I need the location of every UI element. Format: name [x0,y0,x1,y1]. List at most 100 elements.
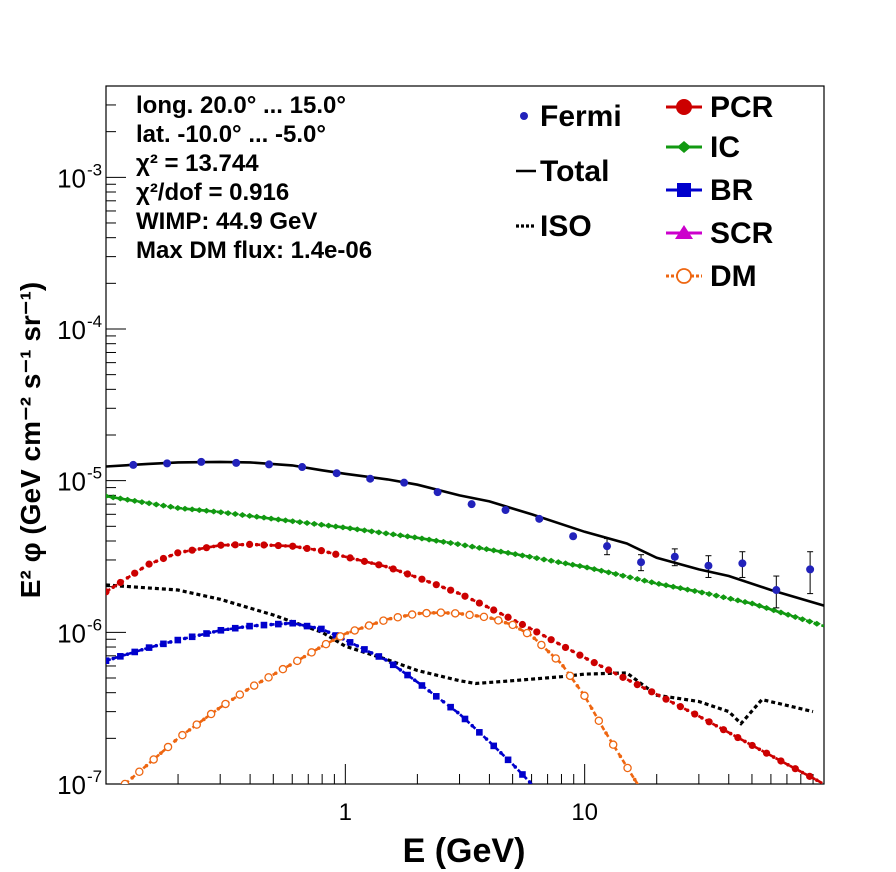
series-ic-marker [252,513,261,520]
series-pcr-dot [326,550,331,555]
series-br-marker [160,640,167,648]
series-br-marker [217,626,225,634]
fermi-data-point [433,488,442,497]
legend-ic-symbol [677,141,691,153]
y-tick-label: 10 [57,467,86,497]
series-pcr-marker [806,772,814,780]
y-tick-labels: 10-710-610-510-410-3 [57,160,102,800]
series-ic-marker [626,574,635,581]
series-br-dot [456,710,460,715]
series-ic-marker [755,602,764,609]
fermi-data-point [806,565,815,574]
series-ic-marker [245,512,254,519]
axis-ticks [105,85,814,785]
series-pcr-dot [714,723,719,728]
series-ic-marker [525,553,534,560]
series-dm-marker [594,716,604,726]
series-ic-marker [281,517,290,524]
series-pcr-marker [332,550,340,558]
series-pcr-dot [613,671,618,676]
series-br-marker [476,729,483,736]
series-pcr-marker [777,757,785,765]
series-pcr-marker [231,541,239,549]
series-ic-marker [482,546,491,553]
series-dm-marker [522,628,532,638]
series-dm-marker [163,742,173,752]
series-dm-marker [307,648,316,657]
series-pcr-marker [403,570,412,578]
series-pcr-dot [771,755,776,759]
series-dm-dot [632,777,637,782]
fermi-data-point [772,586,781,595]
series-pcr-dot [786,763,790,767]
series-dm-dot [460,612,465,616]
series-ic-marker [360,527,369,534]
legend-scr-label: SCR [710,217,774,250]
series-ic-marker [159,502,168,509]
series-pcr-dot [168,553,173,558]
series-pcr-marker [375,561,383,569]
legend-pcr-symbol [676,99,692,115]
series-pcr-marker [662,695,670,703]
series-dm-dot [345,631,350,635]
series-dm-dot [230,697,235,702]
series-ic-marker [583,564,592,571]
series-pcr-dot [183,549,187,554]
series-ic-marker [712,592,721,599]
series-br-dot [269,622,273,627]
x-tick-label: 1 [339,799,352,826]
legend-dm-symbol [676,268,692,284]
series-pcr-dot [140,566,144,571]
series-br-marker [447,703,454,711]
series-pcr-marker [106,588,110,596]
series-pcr-marker [246,540,254,549]
fermi-data-point [232,458,241,467]
series-dm-marker [264,673,273,682]
legend: Fermi Total ISO PCR IC BR SCR DM [516,91,774,293]
series-ic-marker [719,594,728,601]
series-pcr-marker [748,741,756,750]
y-tick-label: 10 [57,315,86,345]
series-ic-marker [109,494,118,501]
series-br-dot [298,622,302,627]
series-pcr-dot [412,574,417,579]
series-dm-dot [561,664,565,668]
series-ic-marker [389,531,398,538]
series-br-dot [254,623,259,628]
series-dm-marker [120,779,130,784]
fermi-data-point [467,500,476,509]
series-ic-marker [202,507,211,514]
series-dm-marker [206,709,216,719]
fermi-data-point [197,457,206,466]
fermi-data-point [603,542,612,551]
series-ic-marker [511,551,520,558]
series-ic-marker [353,526,362,533]
series-br-dot [125,652,130,656]
series-dm-marker [422,608,431,618]
series-dm-dot [417,611,422,616]
series-br-marker [375,653,383,660]
series-ic-marker [173,504,182,511]
series-br-dot [154,643,159,648]
series-ic-marker [554,559,563,566]
series-br-marker [303,622,311,630]
series-ic-marker [338,524,347,531]
series-br-marker [188,633,196,641]
series-pcr-dot [283,544,288,548]
series-ic-marker [662,582,671,589]
series-br-marker [404,671,411,679]
series-pcr-dot [527,626,532,630]
series-pcr-marker [131,569,139,577]
y-tick-exponent: -5 [87,464,102,483]
series-dm-marker [537,640,546,650]
series-dm-dot [216,706,221,711]
series-ic-marker [195,507,204,514]
series-pcr-marker [619,673,627,681]
series-ic-marker [238,511,247,518]
series-ic-marker [317,521,326,528]
series-ic-marker [116,495,125,502]
series-ic-marker [396,532,405,539]
series-ic-marker [209,508,218,515]
series-br-dot [441,699,446,704]
